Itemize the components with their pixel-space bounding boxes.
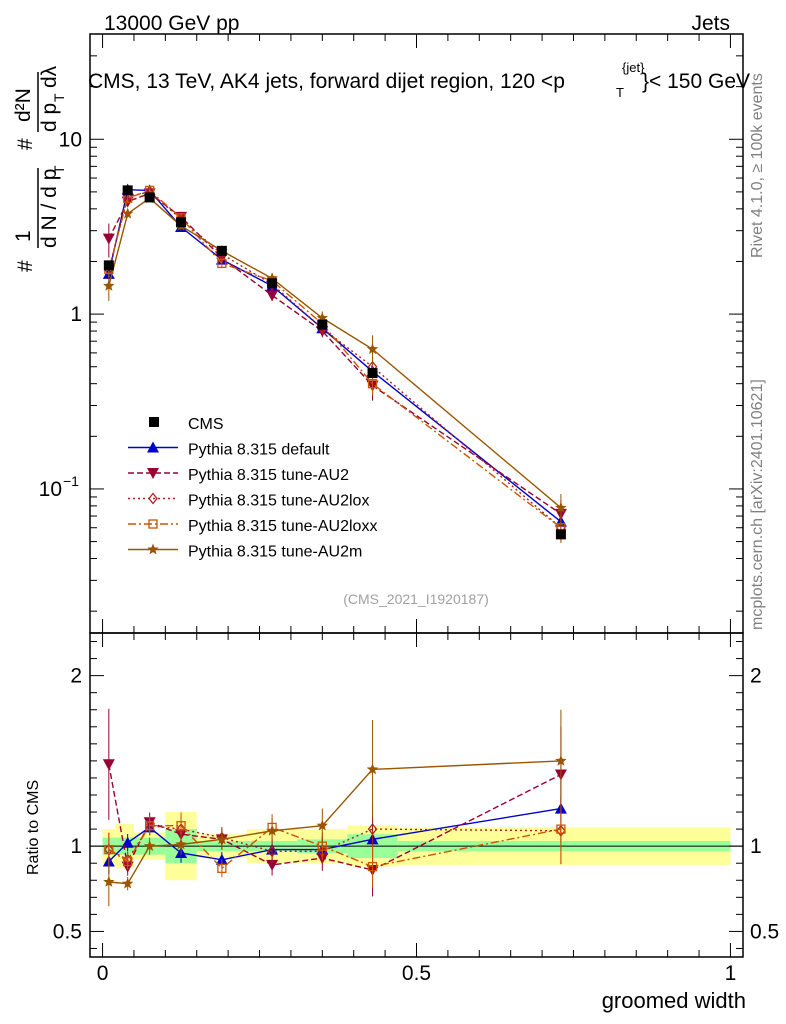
x-tick-label: 1	[725, 962, 737, 985]
ratio-y-tick-label-left: 2	[70, 665, 82, 688]
ratio-plot-frame	[89, 632, 744, 958]
main-point-au2m	[122, 207, 134, 219]
x-axis-label: groomed width	[602, 988, 746, 1013]
cms-data-point	[144, 192, 155, 203]
y-label-den-sub: T	[51, 165, 67, 174]
legend-label-au2m: Pythia 8.315 tune-AU2m	[188, 544, 362, 561]
ratio-point-au2loxx	[104, 844, 114, 855]
legend-marker-cms	[149, 417, 159, 427]
ratio-point-au2lox	[367, 823, 378, 836]
legend-marker-au2m	[147, 543, 159, 555]
analysis-watermark: (CMS_2021_I1920187)	[343, 591, 489, 607]
y-label-den2: d p	[38, 103, 61, 132]
ratio-point-au2m	[316, 819, 328, 831]
main-point-au2	[102, 233, 115, 245]
legend-marker-default	[147, 441, 159, 453]
legend-marker-au2loxx	[148, 519, 158, 529]
y-label-den2-sub: T	[51, 93, 67, 102]
ratio-point-au2lox	[267, 845, 277, 858]
main-point-au2loxx	[367, 379, 378, 389]
y-label-den: d N / d p	[38, 169, 61, 248]
y-label-hash: #	[14, 260, 37, 272]
ratio-point-au2m	[366, 763, 379, 775]
mcplots-label: mcplots.cern.ch [arXiv:2401.10621]	[749, 379, 766, 630]
legend-label-au2lox: Pythia 8.315 tune-AU2lox	[188, 493, 369, 510]
ratio-point-au2loxx	[556, 824, 566, 834]
main-y-tick-label: 1	[70, 303, 82, 326]
title-suffix: }< 150 GeV	[642, 70, 750, 93]
cms-data-point	[122, 185, 133, 196]
ratio-point-default	[215, 853, 228, 865]
ratio-point-au2m	[266, 824, 278, 836]
main-y-tick-label: 10	[59, 128, 82, 151]
legend-marker-au2lox	[148, 492, 158, 505]
legend-label-cms: CMS	[188, 416, 224, 433]
ratio-y-tick-label-right: 1	[750, 835, 762, 858]
ratio-point-au2loxx	[144, 821, 155, 831]
main-line-au2m	[108, 197, 562, 509]
ratio-y-tick-label-left: 0.5	[53, 920, 82, 943]
ratio-point-au2m	[216, 833, 228, 845]
x-tick-label: 0.5	[402, 962, 431, 985]
legend: CMS Pythia 8.315 default Pythia 8.315 tune…	[128, 416, 377, 561]
main-line-au2lox	[108, 191, 562, 529]
x-tick-label: 0	[97, 962, 109, 985]
y-label-hash2: #	[14, 138, 37, 150]
main-point-au2m	[103, 279, 115, 291]
ratio-y-tick-label-left: 1	[70, 835, 82, 858]
series-au2	[102, 188, 567, 897]
main-y-tick-exponent: −1	[63, 473, 79, 489]
main-point-au2m	[316, 312, 328, 323]
ratio-point-au2m	[103, 876, 115, 887]
ratio-point-au2m	[122, 877, 134, 889]
y-label-num2: d²N	[12, 88, 35, 122]
ratio-point-au2loxx	[176, 821, 186, 831]
cms-data-point	[317, 319, 328, 330]
legend-label-au2loxx: Pythia 8.315 tune-AU2loxx	[188, 518, 377, 535]
main-point-au2m	[555, 501, 567, 513]
title-sub: T	[616, 85, 624, 100]
main-point-au2m	[266, 272, 278, 284]
rivet-version-label: Rivet 4.1.0, ≥ 100k events	[749, 73, 766, 258]
main-y-axis-label: # 1 d N / d p T # d²N d p T dλ	[12, 65, 67, 272]
y-label-one: 1	[12, 230, 35, 242]
main-point-au2	[266, 290, 279, 302]
title-sup: {jet}	[622, 60, 645, 75]
main-y-tick-label: 10	[39, 478, 62, 501]
ratio-point-au2loxx	[217, 863, 227, 873]
ratio-point-default	[121, 836, 134, 848]
title-prefix: CMS, 13 TeV, AK4 jets, forward dijet reg…	[88, 70, 565, 93]
main-point-au2loxx	[217, 258, 227, 269]
main-line-au2	[108, 192, 562, 515]
main-point-au2m	[366, 343, 379, 354]
ratio-line-au2loxx	[108, 825, 562, 870]
y-label-dlambda: dλ	[38, 65, 61, 88]
ratio-point-au2m	[555, 754, 567, 766]
ratio-point-au2m	[143, 840, 156, 851]
ratio-point-au2loxx	[123, 856, 133, 867]
ratio-point-au2	[102, 759, 115, 771]
ratio-point-au2m	[175, 838, 187, 850]
main-title: CMS, 13 TeV, AK4 jets, forward dijet reg…	[88, 60, 750, 100]
ratio-point-au2	[266, 859, 279, 871]
header-right-label: Jets	[691, 12, 730, 35]
series-au2loxx	[104, 185, 566, 888]
ratio-y-tick-label-right: 2	[750, 665, 762, 688]
cms-data-point	[367, 368, 378, 379]
legend-label-default: Pythia 8.315 default	[188, 442, 330, 459]
cms-data-point	[176, 217, 187, 228]
cms-data-point	[216, 245, 227, 256]
ratio-y-axis-label: Ratio to CMS	[25, 780, 42, 875]
cms-data-point	[267, 278, 278, 289]
cms-data-point	[103, 260, 114, 271]
legend-marker-au2	[147, 468, 159, 479]
header-left-label: 13000 GeV pp	[104, 12, 239, 35]
cms-data-point	[555, 529, 566, 540]
ratio-y-tick-label-right: 0.5	[750, 920, 779, 943]
ratio-point-au2loxx	[367, 861, 378, 872]
legend-label-au2: Pythia 8.315 tune-AU2	[188, 467, 349, 484]
